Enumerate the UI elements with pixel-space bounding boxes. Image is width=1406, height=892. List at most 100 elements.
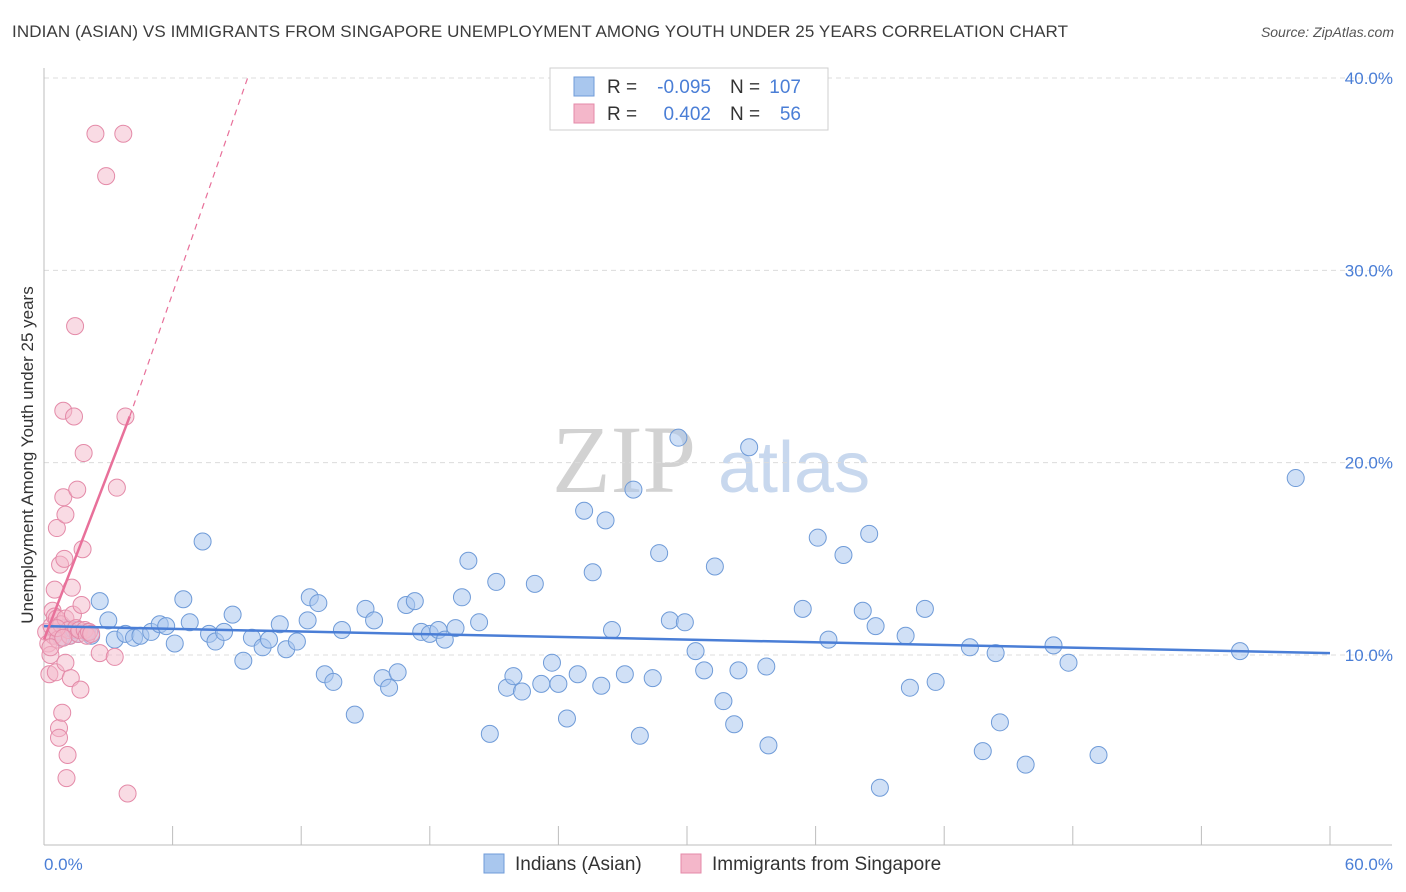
point-indians-asian bbox=[602, 620, 621, 639]
point-indians-asian bbox=[270, 615, 289, 634]
point-indians-asian bbox=[332, 620, 351, 639]
point-indians-asian bbox=[1089, 746, 1108, 765]
axes bbox=[43, 68, 1392, 846]
point-indians-asian bbox=[729, 661, 748, 680]
point-indians-asian bbox=[615, 665, 634, 684]
point-indians-asian bbox=[808, 528, 827, 547]
legend-r-value-2: 0.402 bbox=[663, 104, 711, 125]
point-immigrants-singapore bbox=[55, 549, 74, 568]
point-indians-asian bbox=[405, 592, 424, 611]
legend-r-label-2: R = bbox=[607, 104, 637, 125]
series-immigrants-singapore bbox=[37, 124, 137, 803]
point-indians-asian bbox=[298, 611, 317, 630]
point-immigrants-singapore bbox=[50, 728, 69, 747]
point-immigrants-singapore bbox=[105, 647, 124, 666]
point-indians-asian bbox=[174, 590, 193, 609]
bottom-legend-label-blue: Indians (Asian) bbox=[515, 854, 642, 875]
point-indians-asian bbox=[345, 705, 364, 724]
point-indians-asian bbox=[624, 480, 643, 499]
y-tick-label: 20.0% bbox=[1345, 454, 1393, 473]
point-immigrants-singapore bbox=[71, 680, 90, 699]
point-immigrants-singapore bbox=[53, 703, 72, 722]
point-indians-asian bbox=[99, 611, 118, 630]
point-indians-asian bbox=[583, 563, 602, 582]
point-indians-asian bbox=[380, 678, 399, 697]
point-indians-asian bbox=[193, 532, 212, 551]
point-immigrants-singapore bbox=[86, 124, 105, 143]
point-indians-asian bbox=[324, 672, 343, 691]
point-immigrants-singapore bbox=[82, 624, 101, 643]
point-indians-asian bbox=[793, 599, 812, 618]
point-indians-asian bbox=[725, 715, 744, 734]
point-indians-asian bbox=[234, 651, 253, 670]
point-indians-asian bbox=[834, 545, 853, 564]
point-indians-asian bbox=[542, 653, 561, 672]
point-indians-asian bbox=[915, 599, 934, 618]
point-indians-asian bbox=[90, 592, 109, 611]
point-indians-asian bbox=[819, 630, 838, 649]
legend-n-label-1: N = bbox=[730, 77, 760, 98]
bottom-legend-swatch-pink bbox=[680, 853, 702, 874]
point-immigrants-singapore bbox=[107, 478, 126, 497]
point-indians-asian bbox=[669, 428, 688, 447]
point-indians-asian bbox=[592, 676, 611, 695]
point-indians-asian bbox=[630, 726, 649, 745]
point-indians-asian bbox=[446, 619, 465, 638]
point-indians-asian bbox=[643, 669, 662, 688]
point-indians-asian bbox=[990, 713, 1009, 732]
legend-n-value-1: 107 bbox=[769, 77, 801, 98]
point-indians-asian bbox=[1059, 653, 1078, 672]
point-immigrants-singapore bbox=[41, 638, 60, 657]
point-indians-asian bbox=[853, 601, 872, 620]
point-immigrants-singapore bbox=[54, 488, 73, 507]
point-indians-asian bbox=[287, 632, 306, 651]
series-legend: Indians (Asian) Immigrants from Singapor… bbox=[483, 853, 941, 875]
point-indians-asian bbox=[309, 594, 328, 613]
point-immigrants-singapore bbox=[68, 480, 87, 499]
point-indians-asian bbox=[388, 663, 407, 682]
trend-extension-immigrants-singapore bbox=[129, 77, 249, 417]
point-indians-asian bbox=[157, 617, 176, 636]
point-indians-asian bbox=[365, 611, 384, 630]
watermark-atlas: atlas bbox=[718, 428, 870, 508]
source-label: Source: ZipAtlas.com bbox=[1260, 24, 1394, 40]
point-indians-asian bbox=[575, 501, 594, 520]
point-immigrants-singapore bbox=[47, 519, 66, 538]
point-indians-asian bbox=[596, 511, 615, 530]
point-immigrants-singapore bbox=[66, 317, 85, 336]
point-immigrants-singapore bbox=[90, 644, 109, 663]
point-indians-asian bbox=[705, 557, 724, 576]
point-immigrants-singapore bbox=[65, 407, 84, 426]
point-indians-asian bbox=[695, 661, 714, 680]
point-indians-asian bbox=[512, 682, 531, 701]
point-indians-asian bbox=[487, 572, 506, 591]
point-indians-asian bbox=[714, 692, 733, 711]
point-indians-asian bbox=[650, 544, 669, 563]
point-immigrants-singapore bbox=[56, 505, 75, 524]
point-indians-asian bbox=[568, 665, 587, 684]
point-immigrants-singapore bbox=[54, 628, 73, 647]
point-indians-asian bbox=[757, 657, 776, 676]
correlation-legend: R = -0.095 N = 107 R = 0.402 N = 56 bbox=[549, 67, 829, 131]
point-immigrants-singapore bbox=[74, 444, 93, 463]
legend-n-label-2: N = bbox=[730, 104, 760, 125]
point-immigrants-singapore bbox=[114, 124, 133, 143]
chart-title: INDIAN (ASIAN) VS IMMIGRANTS FROM SINGAP… bbox=[12, 22, 1069, 41]
point-indians-asian bbox=[960, 638, 979, 657]
trend-line-immigrants-singapore bbox=[42, 416, 131, 641]
legend-n-value-2: 56 bbox=[780, 104, 801, 125]
trend-lines bbox=[42, 77, 1331, 655]
point-indians-asian bbox=[504, 667, 523, 686]
bottom-legend-swatch-blue bbox=[483, 853, 505, 874]
point-indians-asian bbox=[1044, 636, 1063, 655]
point-indians-asian bbox=[896, 626, 915, 645]
point-immigrants-singapore bbox=[97, 167, 116, 186]
point-indians-asian bbox=[549, 674, 568, 693]
point-indians-asian bbox=[1286, 469, 1305, 488]
point-indians-asian bbox=[870, 778, 889, 797]
y-axis-label: Unemployment Among Youth under 25 years bbox=[18, 286, 37, 623]
point-indians-asian bbox=[860, 524, 879, 543]
legend-swatch-blue bbox=[573, 76, 595, 97]
point-indians-asian bbox=[532, 674, 551, 693]
